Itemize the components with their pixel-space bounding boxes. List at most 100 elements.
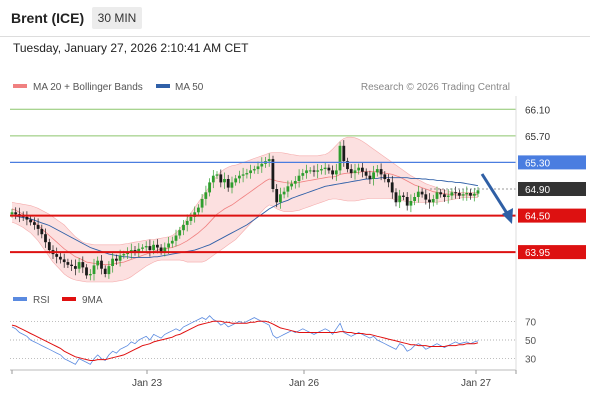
- candle-body: [96, 260, 100, 266]
- candle-body: [402, 195, 405, 197]
- candle-body: [137, 248, 141, 252]
- price-tag-64-50: [518, 208, 586, 223]
- chart-header: Brent (ICE) 30 MIN: [0, 0, 590, 36]
- candle-body: [36, 224, 40, 229]
- x-tick-label: Jan 26: [289, 378, 319, 389]
- candle-body: [413, 197, 416, 201]
- candle-body: [141, 247, 144, 249]
- candle-body: [223, 179, 226, 183]
- candle-body: [431, 199, 435, 203]
- price-plot: [10, 136, 480, 283]
- candle-body: [148, 246, 152, 251]
- candle-body: [122, 254, 126, 256]
- rsi-plot: 70 50 30: [10, 315, 537, 366]
- candle-body: [305, 170, 308, 174]
- candle-body: [245, 173, 249, 175]
- ma50-legend-swatch: [156, 84, 170, 88]
- candle-body: [111, 258, 114, 266]
- datetime-label: Tuesday, January 27, 2026 2:10:41 AM CET: [13, 41, 249, 55]
- forecast-arrow-icon: [480, 173, 513, 224]
- candle-body: [163, 247, 167, 252]
- candle-body: [100, 260, 103, 269]
- candle-body: [29, 219, 32, 223]
- candle-body: [230, 182, 234, 188]
- candle-body: [185, 220, 189, 225]
- rsi-tick-label: 30: [525, 355, 537, 366]
- candle-body: [85, 267, 88, 276]
- candle-body: [215, 174, 219, 176]
- candle-body: [435, 192, 439, 199]
- price-tag-63-95: [518, 245, 586, 260]
- candle-body: [282, 191, 286, 195]
- rsi-series-9ma: [11, 320, 479, 361]
- candle-body: [170, 240, 174, 244]
- candle-body: [450, 192, 454, 196]
- candle-body: [286, 186, 290, 192]
- candle-body: [47, 242, 51, 251]
- candle-body: [461, 194, 465, 196]
- price-tag-65-30: [518, 155, 586, 170]
- candle-body: [390, 182, 394, 193]
- candle-body: [454, 192, 457, 194]
- x-tick-label: Jan 27: [461, 378, 491, 389]
- candle-body: [357, 167, 361, 171]
- rsi-legend-label: RSI: [33, 295, 50, 306]
- candle-body: [469, 193, 472, 196]
- candle-body: [387, 179, 390, 183]
- candle-body: [152, 244, 155, 251]
- price-levels: 66.10 65.70 65.30 64.90 64.50 63.95: [10, 105, 586, 260]
- candle-body: [476, 190, 480, 194]
- candle-body: [81, 262, 85, 268]
- candle-body: [398, 195, 402, 203]
- candle-body: [241, 174, 245, 176]
- candle-body: [208, 182, 211, 193]
- candle-body: [457, 193, 461, 196]
- bollinger-legend-label: MA 20 + Bollinger Bands: [33, 82, 143, 93]
- rsi-ma-legend-swatch: [62, 297, 76, 301]
- price-level-label: 65.30: [525, 158, 550, 169]
- candle-body: [405, 197, 409, 206]
- candle-body: [394, 192, 398, 203]
- candle-body: [62, 259, 66, 263]
- timeframe-button[interactable]: 30 MIN: [92, 7, 142, 29]
- candle-body: [327, 167, 331, 171]
- candle-body: [197, 207, 200, 213]
- candle-body: [375, 169, 379, 173]
- candle-body: [465, 193, 469, 195]
- price-level-label: 66.10: [525, 105, 550, 116]
- candle-body: [446, 195, 450, 197]
- candle-body: [428, 199, 431, 203]
- candle-body: [55, 254, 59, 257]
- price-tag-64-90: [518, 182, 586, 196]
- candle-body: [103, 268, 107, 274]
- candle-body: [420, 191, 424, 195]
- candle-body: [342, 145, 346, 162]
- rsi-series-rsi: [11, 315, 479, 365]
- candle-body: [353, 170, 357, 174]
- candle-body: [409, 201, 413, 206]
- candle-body: [204, 192, 208, 199]
- candle-body: [364, 171, 368, 176]
- candle-body: [211, 175, 215, 183]
- x-axis: Jan 23 Jan 26 Jan 27: [11, 370, 517, 389]
- candle-body: [368, 175, 372, 179]
- candle-body: [200, 199, 204, 208]
- candle-body: [323, 167, 327, 169]
- candle-body: [293, 181, 297, 184]
- candle-body: [252, 169, 256, 171]
- candle-body: [189, 216, 193, 221]
- candle-body: [44, 234, 47, 243]
- candle-body: [88, 274, 92, 276]
- candle-body: [279, 194, 282, 203]
- candle-body: [77, 262, 81, 269]
- candle-body: [334, 170, 338, 175]
- candle-body: [178, 230, 182, 236]
- rsi-tick-label: 50: [525, 336, 537, 347]
- candle-body: [275, 189, 279, 203]
- price-level-label: 64.50: [525, 212, 550, 223]
- candle-body: [383, 174, 387, 180]
- candle-body: [167, 243, 170, 248]
- candle-body: [267, 159, 271, 162]
- candle-body: [308, 170, 312, 172]
